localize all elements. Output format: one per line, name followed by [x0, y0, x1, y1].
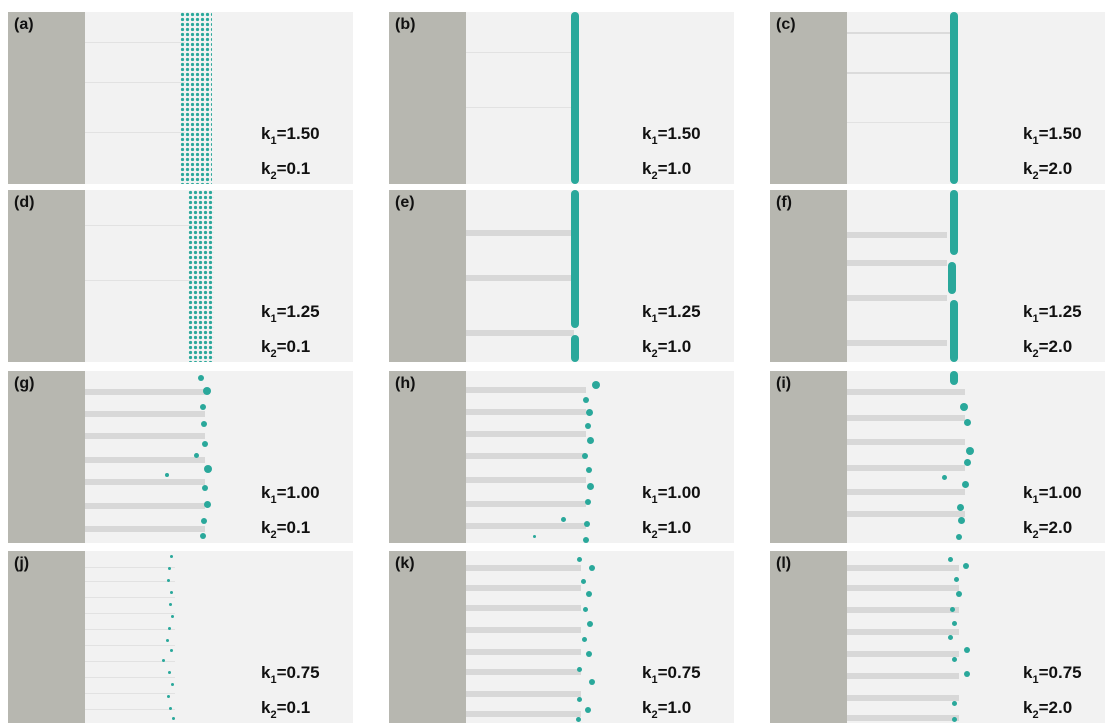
- panel-l: (l) k1=0.75 k2=2.0: [770, 551, 1105, 723]
- panel-label: (a): [14, 16, 34, 33]
- particle-front: [948, 262, 956, 294]
- panel-c: (c) k1=1.50 k2=2.0: [770, 12, 1105, 184]
- panel-label: (f): [776, 194, 792, 211]
- wall: [389, 371, 466, 543]
- parameters: k1=1.50 k2=2.0: [1023, 124, 1082, 182]
- panel-a: (a) k1=1.50 k2=0.1: [8, 12, 353, 184]
- particle-front: [188, 190, 214, 362]
- parameters: k1=1.00 k2=1.0: [642, 483, 701, 541]
- parameters: k1=1.25 k2=0.1: [261, 302, 320, 360]
- panel-d: (d) k1=1.25 k2=0.1: [8, 190, 353, 362]
- panel-label: (e): [395, 194, 415, 211]
- wall: [389, 551, 466, 723]
- panel-label: (b): [395, 16, 416, 33]
- particle-front: [571, 12, 579, 184]
- parameters: k1=0.75 k2=2.0: [1023, 663, 1082, 721]
- panel-b: (b) k1=1.50 k2=1.0: [389, 12, 734, 184]
- panel-h: (h) k1=1.00 k2=1.0: [389, 371, 734, 543]
- wall: [8, 12, 85, 184]
- panel-f: (f) k1=1.25 k2=2.0: [770, 190, 1105, 362]
- particle-front: [571, 190, 579, 328]
- parameters: k1=1.50 k2=1.0: [642, 124, 701, 182]
- wall: [770, 551, 847, 723]
- parameters: k1=1.25 k2=1.0: [642, 302, 701, 360]
- wall: [770, 12, 847, 184]
- particle-front: [180, 12, 212, 184]
- wall: [8, 551, 85, 723]
- parameters: k1=0.75 k2=1.0: [642, 663, 701, 721]
- panel-label: (d): [14, 194, 35, 211]
- panel-label: (i): [776, 375, 792, 392]
- wall: [8, 371, 85, 543]
- panel-label: (h): [395, 375, 416, 392]
- particle-front: [950, 300, 958, 362]
- panel-g: (g) k1=1.00 k2=0.1: [8, 371, 353, 543]
- wall: [770, 190, 847, 362]
- wall: [389, 190, 466, 362]
- panel-j: (j) k1=0.75 k2=0.1: [8, 551, 353, 723]
- panel-k: (k) k1=0.75 k2=1.0: [389, 551, 734, 723]
- panel-i: (i) k1=1.00 k2=2.0: [770, 371, 1105, 543]
- particle-front: [950, 190, 958, 255]
- particle-front: [571, 335, 579, 362]
- parameters: k1=1.00 k2=0.1: [261, 483, 320, 541]
- parameters: k1=1.50 k2=0.1: [261, 124, 320, 182]
- panel-e: (e) k1=1.25 k2=1.0: [389, 190, 734, 362]
- parameters: k1=1.25 k2=2.0: [1023, 302, 1082, 360]
- panel-label: (l): [776, 555, 792, 572]
- panel-label: (j): [14, 555, 30, 572]
- panel-label: (k): [395, 555, 415, 572]
- wall: [389, 12, 466, 184]
- parameters: k1=1.00 k2=2.0: [1023, 483, 1082, 541]
- parameters: k1=0.75 k2=0.1: [261, 663, 320, 721]
- particle-front: [950, 12, 958, 184]
- wall: [8, 190, 85, 362]
- wall: [770, 371, 847, 543]
- panel-label: (g): [14, 375, 35, 392]
- panel-label: (c): [776, 16, 796, 33]
